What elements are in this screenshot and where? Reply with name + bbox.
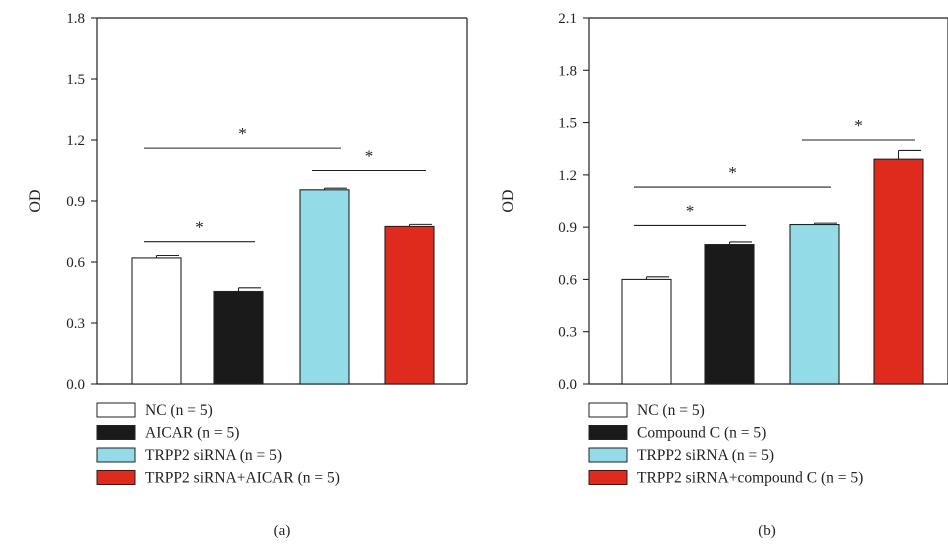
legend-label: TRPP2 siRNA (n = 5): [637, 447, 774, 464]
legend-label: AICAR (n = 5): [145, 425, 239, 442]
legend-series-name: NC: [637, 402, 662, 419]
legend-label: NC (n = 5): [637, 402, 705, 419]
legend-swatch: [588, 425, 628, 440]
legend-sample-size: (n = 5): [662, 402, 704, 419]
y-tick-label: 0.3: [66, 316, 85, 332]
significance-star: *: [195, 218, 204, 237]
legend-series-name: Compound C: [637, 425, 724, 442]
legend-swatch: [96, 470, 136, 485]
bar-trpp2-sirna: [299, 189, 350, 385]
panel-a-chart: 0.00.30.60.91.21.51.8OD***NC (n = 5)AICA…: [27, 11, 468, 539]
legend-label: TRPP2 siRNA+AICAR (n = 5): [145, 470, 340, 487]
legend-swatch: [96, 425, 136, 440]
bar-trpp2-sirna-compound-c: [873, 158, 924, 385]
panel-caption: (a): [274, 523, 291, 539]
legend-swatch: [96, 402, 136, 418]
panel-b-chart: 0.00.30.60.91.21.51.82.1OD ***NC (n = 5)C…: [500, 11, 948, 539]
bar-nc: [621, 278, 672, 385]
y-tick-label: 0.6: [558, 272, 577, 288]
legend-sample-size: (n = 5): [240, 447, 282, 464]
y-tick-label: 1.5: [558, 116, 577, 132]
y-tick-label: 0.0: [66, 377, 85, 393]
y-tick-label: 1.2: [66, 133, 85, 149]
significance-star: *: [686, 201, 695, 220]
legend-sample-size: (n = 5): [298, 470, 340, 487]
legend-label: TRPP2 siRNA+compound C (n = 5): [637, 470, 863, 487]
legend-sample-size: (n = 5): [732, 447, 774, 464]
legend-swatch: [588, 470, 628, 485]
y-tick-label: 0.9: [558, 220, 577, 236]
legend-series-name: TRPP2 siRNA+compound C: [637, 470, 821, 487]
bar-compound-c: [704, 244, 755, 385]
legend-series-name: TRPP2 siRNA+AICAR: [145, 470, 298, 487]
bar-aicar: [213, 290, 264, 385]
y-tick-label: 2.1: [558, 11, 577, 27]
legend-sample-size: (n = 5): [170, 402, 212, 419]
legend-swatch: [96, 447, 136, 463]
legend-swatch: [588, 402, 628, 418]
y-tick-label: 1.8: [66, 11, 85, 27]
legend-series-name: AICAR: [145, 425, 197, 442]
y-tick-label: 0.3: [558, 325, 577, 341]
y-axis-label: OD: [27, 189, 44, 212]
y-axis-label: OD: [500, 189, 517, 212]
significance-star: *: [365, 147, 374, 166]
significance-star: *: [238, 124, 247, 143]
y-tick-label: 1.2: [558, 168, 577, 184]
y-tick-label: 0.0: [558, 377, 577, 393]
legend-swatch: [588, 447, 628, 463]
y-tick-label: 1.8: [558, 63, 577, 79]
legend-label: TRPP2 siRNA (n = 5): [145, 447, 282, 464]
bar-trpp2-sirna-aicar: [384, 225, 435, 385]
bar-trpp2-sirna: [789, 223, 840, 385]
legend-sample-size: (n = 5): [821, 470, 863, 487]
significance-star: *: [728, 163, 737, 182]
legend-sample-size: (n = 5): [197, 425, 239, 442]
significance-star: *: [854, 116, 863, 135]
y-tick-label: 0.9: [66, 194, 85, 210]
legend-label: NC (n = 5): [145, 402, 213, 419]
bar-nc: [131, 257, 182, 385]
legend-label: Compound C (n = 5): [637, 425, 766, 442]
panel-caption: (b): [758, 523, 776, 539]
y-tick-label: 0.6: [66, 255, 85, 271]
legend-sample-size: (n = 5): [724, 425, 766, 442]
legend-series-name: TRPP2 siRNA: [637, 447, 732, 464]
legend-series-name: NC: [145, 402, 170, 419]
y-tick-label: 1.5: [66, 72, 85, 88]
legend-series-name: TRPP2 siRNA: [145, 447, 240, 464]
